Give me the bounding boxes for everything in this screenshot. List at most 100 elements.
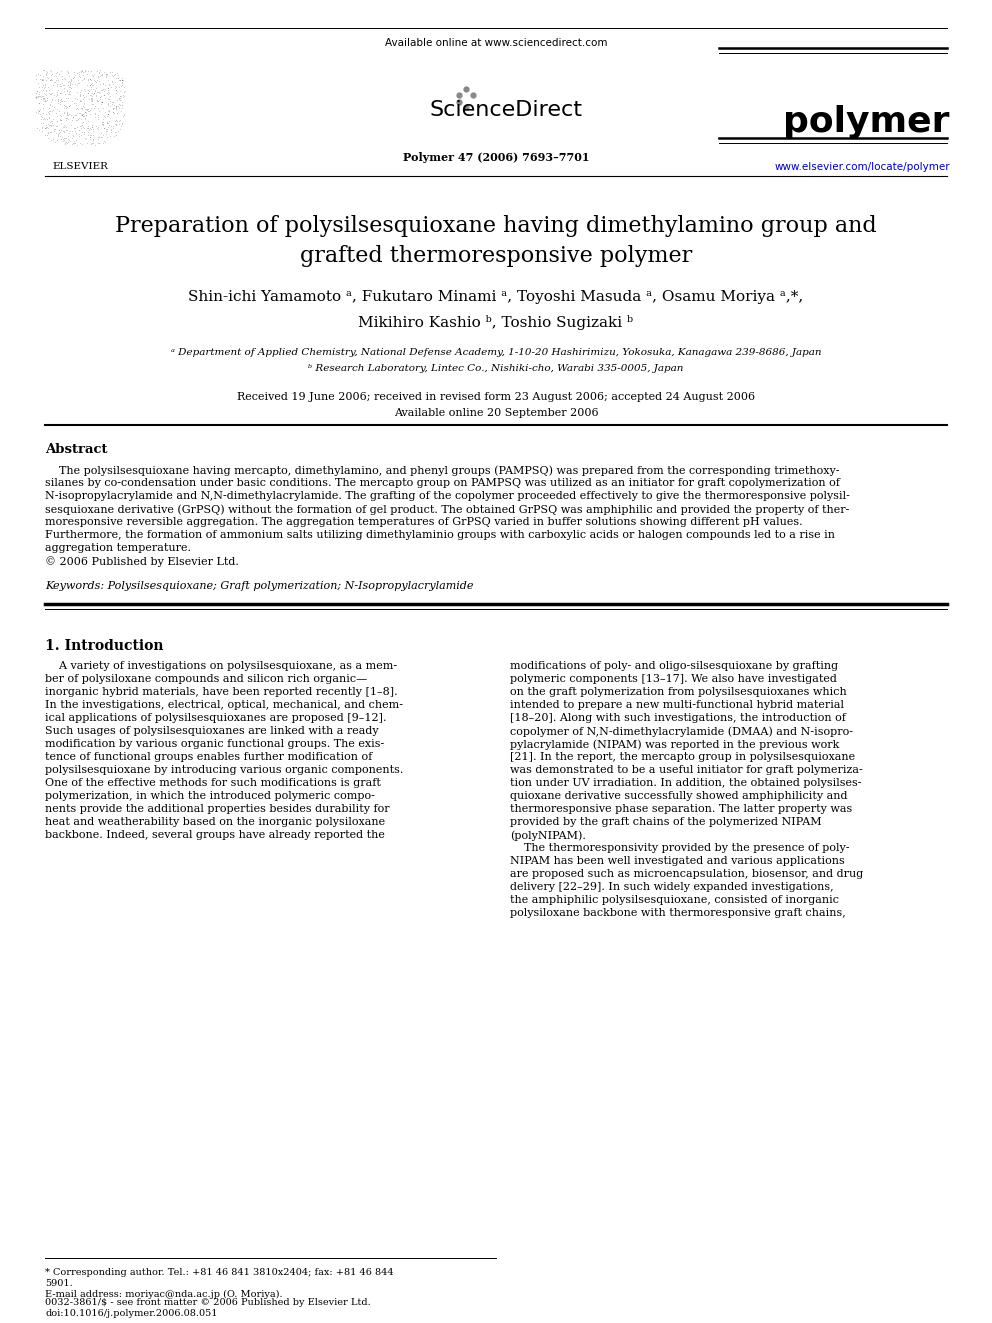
Point: [86, 82, 102, 103]
Point: [100, 116, 116, 138]
Point: [40, 67, 56, 89]
Point: [53, 87, 68, 108]
Point: [98, 64, 114, 85]
Point: [62, 120, 78, 142]
Point: [75, 89, 91, 110]
Point: [78, 75, 94, 97]
Point: [89, 91, 105, 112]
Text: polymeric components [13–17]. We also have investigated: polymeric components [13–17]. We also ha…: [510, 673, 837, 684]
Point: [68, 81, 84, 102]
Point: [43, 69, 59, 90]
Point: [104, 61, 120, 82]
Text: ᵃ Department of Applied Chemistry, National Defense Academy, 1-10-20 Hashirimizu: ᵃ Department of Applied Chemistry, Natio…: [171, 348, 821, 357]
Point: [59, 95, 74, 116]
Point: [66, 120, 82, 142]
Point: [84, 85, 100, 106]
Point: [110, 95, 126, 116]
Point: [71, 102, 87, 123]
Point: [80, 79, 96, 101]
Point: [84, 116, 100, 138]
Point: [40, 77, 56, 98]
Point: [85, 66, 101, 87]
Point: [82, 128, 98, 149]
Point: [52, 119, 67, 140]
Point: [100, 83, 116, 105]
Point: [107, 111, 123, 132]
Point: [84, 128, 100, 149]
Point: [78, 132, 94, 153]
Point: [37, 74, 53, 95]
Point: [67, 132, 83, 153]
Point: [62, 77, 78, 98]
Point: [103, 122, 119, 143]
Point: [49, 73, 64, 94]
Text: thermoresponsive phase separation. The latter property was: thermoresponsive phase separation. The l…: [510, 804, 852, 814]
Point: [36, 89, 52, 110]
Point: [116, 103, 132, 124]
Point: [33, 108, 49, 130]
Point: [98, 67, 114, 89]
Point: [37, 90, 53, 111]
Point: [88, 77, 104, 98]
Text: 0032-3861/$ - see front matter © 2006 Published by Elsevier Ltd.
doi:10.1016/j.p: 0032-3861/$ - see front matter © 2006 Pu…: [45, 1298, 371, 1318]
Point: [28, 87, 44, 108]
Point: [114, 70, 130, 91]
Point: [61, 103, 76, 124]
Text: A variety of investigations on polysilsesquioxane, as a mem-: A variety of investigations on polysilse…: [45, 662, 397, 671]
Point: [112, 69, 128, 90]
Point: [61, 95, 76, 116]
Point: [39, 65, 55, 86]
Point: [38, 114, 54, 135]
Point: [82, 61, 98, 82]
Point: [79, 82, 95, 103]
Point: [57, 120, 72, 142]
Point: [79, 60, 95, 81]
Point: [105, 102, 121, 123]
Point: [31, 86, 47, 107]
Point: [111, 110, 127, 131]
Point: [107, 75, 123, 97]
Text: polysilsesquioxane by introducing various organic components.: polysilsesquioxane by introducing variou…: [45, 765, 404, 775]
Point: [38, 64, 54, 85]
Point: [56, 81, 71, 102]
Point: [71, 62, 87, 83]
Point: [89, 105, 105, 126]
Text: Available online 20 September 2006: Available online 20 September 2006: [394, 407, 598, 418]
Point: [95, 108, 111, 130]
Point: [112, 89, 128, 110]
Point: [103, 115, 119, 136]
Point: [99, 112, 115, 134]
Point: [50, 75, 65, 97]
Point: [71, 64, 87, 85]
Point: [55, 127, 70, 148]
Point: [87, 95, 103, 116]
Point: [90, 132, 106, 153]
Text: Received 19 June 2006; received in revised form 23 August 2006; accepted 24 Augu: Received 19 June 2006; received in revis…: [237, 392, 755, 402]
Point: [35, 94, 51, 115]
Point: [101, 110, 117, 131]
Point: [99, 106, 115, 127]
Point: [94, 127, 110, 148]
Point: [62, 114, 78, 135]
Point: [60, 74, 75, 95]
Point: [108, 124, 124, 146]
Point: [108, 120, 124, 142]
Point: [91, 126, 107, 147]
Point: [75, 65, 91, 86]
Point: [97, 87, 113, 108]
Point: [65, 62, 81, 83]
Point: [81, 99, 97, 120]
Point: [64, 67, 80, 89]
Point: [41, 103, 57, 124]
Point: [73, 108, 89, 130]
Point: [61, 82, 76, 103]
Point: [101, 74, 117, 95]
Point: [53, 122, 68, 143]
Point: [43, 101, 59, 122]
Point: [94, 114, 110, 135]
Point: [48, 115, 63, 136]
Point: [84, 82, 100, 103]
Point: [60, 132, 75, 153]
Point: [49, 106, 64, 127]
Point: [82, 119, 98, 140]
